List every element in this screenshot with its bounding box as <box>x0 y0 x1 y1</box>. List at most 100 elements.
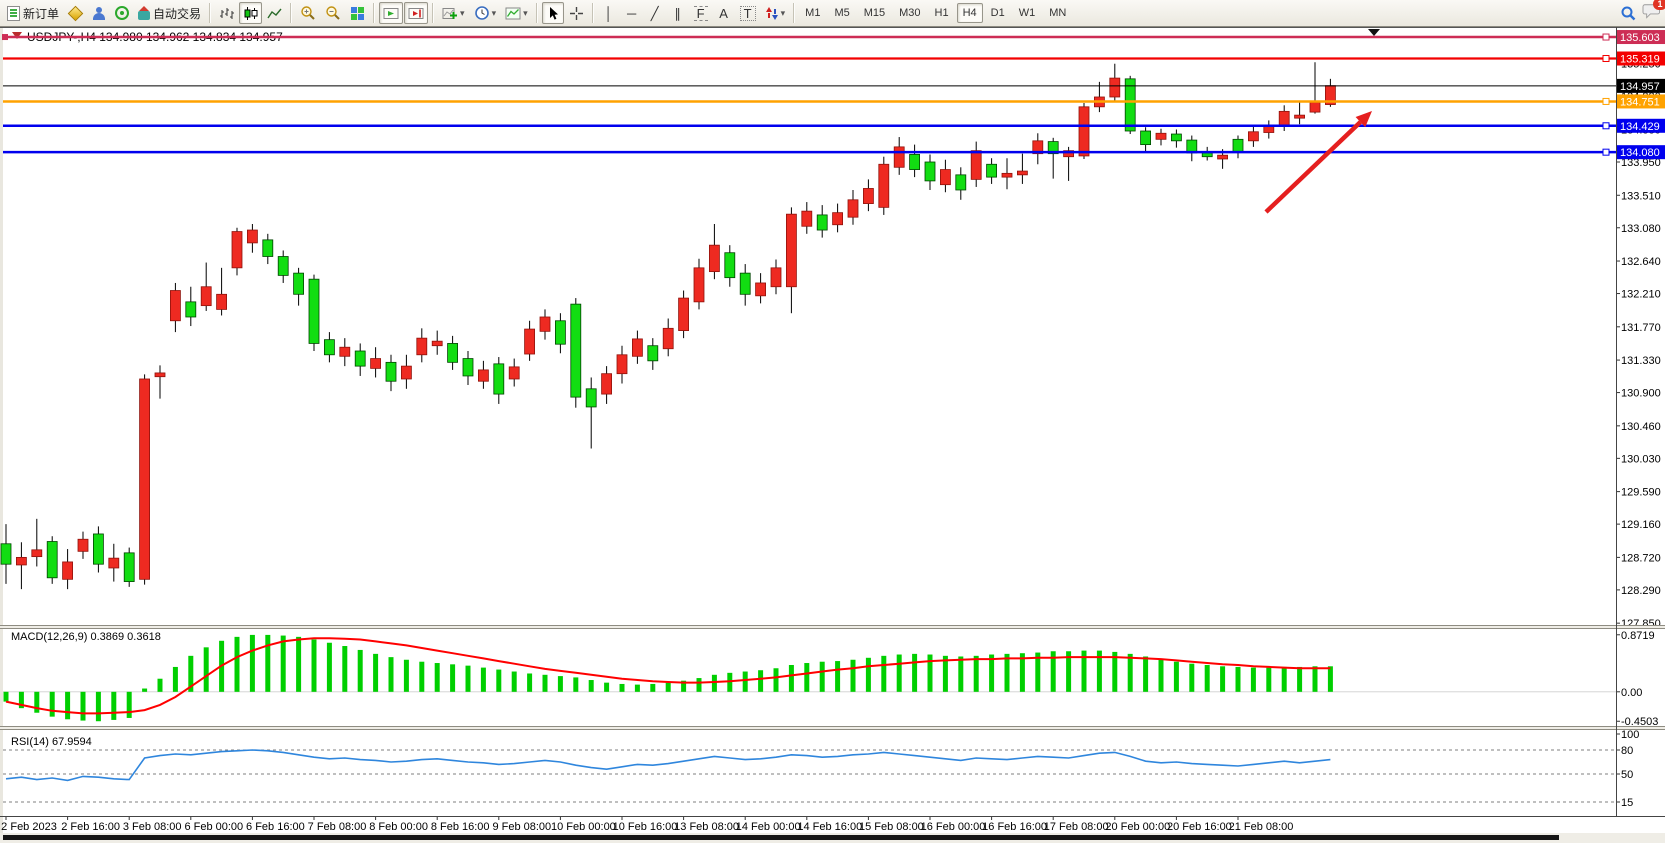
indicators-button[interactable]: ▾ <box>438 2 469 24</box>
macd-hist-bar <box>1189 663 1195 692</box>
candle-body <box>293 272 305 295</box>
symbol-dropdown-icon[interactable] <box>12 32 22 39</box>
new-order-button[interactable]: 新订单 <box>3 2 63 24</box>
annotation-arrow[interactable] <box>1264 120 1362 214</box>
time-tick-label: 17 Feb 08:00 <box>1044 821 1109 833</box>
notifications-button[interactable]: 1 <box>1642 0 1665 25</box>
hline-anchor[interactable] <box>2 34 8 41</box>
tab-timeframe-H4[interactable]: H4 <box>956 3 983 23</box>
panel-splitter-rsi[interactable] <box>0 726 1665 730</box>
text-button[interactable]: A <box>713 2 735 24</box>
annotation-arrow-head[interactable] <box>1355 111 1372 128</box>
tab-timeframe-M30[interactable]: M30 <box>893 3 926 23</box>
macd-hist-bar <box>912 653 918 692</box>
candle-body <box>539 316 551 332</box>
time-tick-label: 14 Feb 16:00 <box>797 821 862 833</box>
zoom-out-button[interactable] <box>321 2 345 24</box>
price-box-label: 135.603 <box>1620 32 1660 44</box>
hline-handle[interactable] <box>1602 55 1610 63</box>
macd-hist-bar <box>727 672 733 692</box>
price-chart[interactable]: USDJPY-,H4 134.980 134.962 134.834 134.9… <box>0 27 1665 842</box>
candlestick-chart-button[interactable] <box>239 2 263 24</box>
price-box-label: 134.080 <box>1620 147 1660 159</box>
auto-scroll-button[interactable] <box>379 2 404 24</box>
macd-hist-bar <box>1112 651 1118 692</box>
candle-body <box>1232 138 1244 153</box>
tab-timeframe-H1[interactable]: H1 <box>929 3 955 23</box>
time-tick-label: 10 Feb 00:00 <box>551 821 616 833</box>
vertical-line-button[interactable]: │ <box>598 2 620 24</box>
macd-hist-bar <box>296 636 302 692</box>
macd-hist-bar <box>1327 666 1333 692</box>
trendline-button[interactable]: ╱ <box>644 2 666 24</box>
hline-handle[interactable] <box>1602 97 1610 105</box>
macd-panel <box>3 634 1333 722</box>
tile-windows-button[interactable] <box>346 2 369 24</box>
horizontal-line-button[interactable]: ─ <box>621 2 643 24</box>
candle-body <box>847 199 859 218</box>
dropdown-icon: ▾ <box>780 7 786 18</box>
signals-button[interactable] <box>111 2 133 24</box>
macd-hist-bar <box>557 676 563 692</box>
tab-timeframe-D1[interactable]: D1 <box>985 3 1011 23</box>
macd-hist-bar <box>804 663 810 692</box>
templates-button[interactable]: ▾ <box>501 2 532 24</box>
tab-timeframe-M15[interactable]: M15 <box>858 3 891 23</box>
fibonacci-button[interactable]: F <box>690 2 712 24</box>
candle-body <box>616 354 628 375</box>
tab-timeframe-M1[interactable]: M1 <box>799 3 826 23</box>
time-tick-label: 7 Feb 08:00 <box>308 821 367 833</box>
candle-body <box>1047 141 1059 155</box>
profile-button[interactable] <box>88 2 110 24</box>
rsi-label: RSI(14) 67.9594 <box>11 736 92 748</box>
price-label-boxes: 135.603 135.319 134.957 134.751 134.429 134.0… <box>1617 30 1665 160</box>
candle-body <box>678 297 689 331</box>
candle-body <box>1140 130 1151 146</box>
cursor-button[interactable] <box>541 2 564 24</box>
price-tick-label: 132.210 <box>1621 289 1661 301</box>
candle-body <box>246 229 258 244</box>
tab-timeframe-W1[interactable]: W1 <box>1013 3 1042 23</box>
macd-hist-bar <box>172 666 178 692</box>
tab-timeframe-M5[interactable]: M5 <box>828 3 855 23</box>
candle-body <box>1309 101 1321 113</box>
auto-trading-button[interactable]: 自动交易 <box>134 2 205 24</box>
macd-hist-bar <box>3 691 9 702</box>
hline-handle[interactable] <box>1602 148 1610 156</box>
shift-marker-icon[interactable] <box>1368 29 1380 36</box>
toolbar-separator <box>591 3 594 23</box>
time-tick-label: 20 Feb 16:00 <box>1167 821 1232 833</box>
candle-body <box>647 345 659 362</box>
candle-body <box>786 213 797 288</box>
candle-body <box>169 290 181 322</box>
macd-hist-bar <box>65 691 71 720</box>
hline-icon: ─ <box>627 5 637 21</box>
candle-body <box>693 267 705 303</box>
candle-body <box>462 358 474 377</box>
time-tick-label: 6 Feb 16:00 <box>246 821 305 833</box>
chart-shift-button[interactable] <box>404 2 429 24</box>
tab-timeframe-MN[interactable]: MN <box>1043 3 1072 23</box>
arrows-button[interactable]: ▾ <box>761 2 790 24</box>
candle-body <box>940 169 951 186</box>
bottom-bar <box>3 835 1559 840</box>
hline-handle[interactable] <box>1602 122 1610 130</box>
market-watch-button[interactable] <box>64 2 87 24</box>
search-button[interactable] <box>1616 2 1641 24</box>
text-label-button[interactable]: T <box>736 2 760 24</box>
periods-button[interactable]: ▾ <box>470 2 501 24</box>
bar-chart-button[interactable] <box>215 2 238 24</box>
line-chart-button[interactable] <box>263 2 286 24</box>
zoom-in-button[interactable] <box>296 2 320 24</box>
candle-body <box>555 320 566 345</box>
macd-axis: 0.8719 0.00 -0.4503 <box>1616 630 1658 728</box>
crosshair-button[interactable] <box>565 2 588 24</box>
macd-hist-bar <box>1297 666 1303 692</box>
hline-handle[interactable] <box>1602 33 1610 41</box>
macd-hist-bar <box>203 647 209 692</box>
macd-hist-bar <box>527 673 533 692</box>
candle-body <box>62 561 73 580</box>
panel-splitter-macd[interactable] <box>0 625 1665 629</box>
macd-hist-bar <box>989 654 995 692</box>
channel-button[interactable]: ∥ <box>667 2 689 24</box>
